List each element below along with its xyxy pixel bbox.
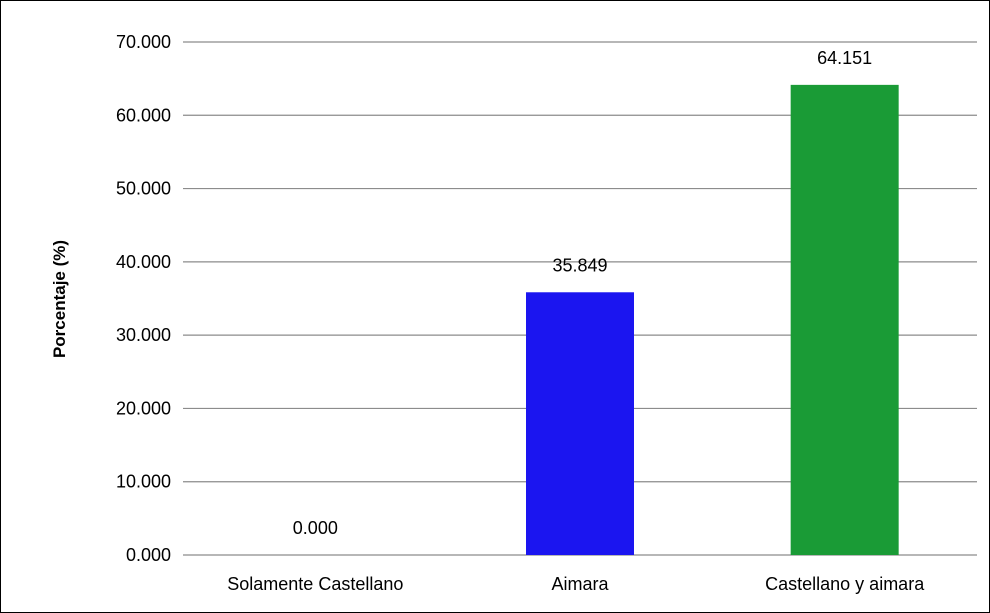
bar	[790, 84, 899, 556]
data-label: 64.151	[817, 48, 872, 68]
y-tick-label: 20.000	[116, 398, 171, 418]
data-label: 0.000	[293, 518, 338, 538]
x-category-label: Castellano y aimara	[765, 574, 925, 594]
y-tick-label: 10.000	[116, 472, 171, 492]
y-tick-label: 50.000	[116, 179, 171, 199]
y-tick-label: 0.000	[126, 545, 171, 565]
bar	[526, 292, 634, 555]
y-axis-title: Porcentaje (%)	[50, 240, 69, 358]
data-label: 35.849	[552, 255, 607, 275]
x-axis-categories: Solamente Castellano Aimara Castellano y a…	[227, 574, 925, 594]
y-axis-ticks: 0.000 10.000 20.000 30.000 40.000 50.000 60.00…	[116, 32, 171, 565]
y-tick-label: 60.000	[116, 105, 171, 125]
x-category-label: Aimara	[551, 574, 609, 594]
x-category-label: Solamente Castellano	[227, 574, 403, 594]
data-labels: 0.000 35.849 64.151	[293, 48, 872, 538]
bars	[526, 84, 899, 556]
y-tick-label: 70.000	[116, 32, 171, 52]
y-tick-label: 30.000	[116, 325, 171, 345]
y-tick-label: 40.000	[116, 252, 171, 272]
